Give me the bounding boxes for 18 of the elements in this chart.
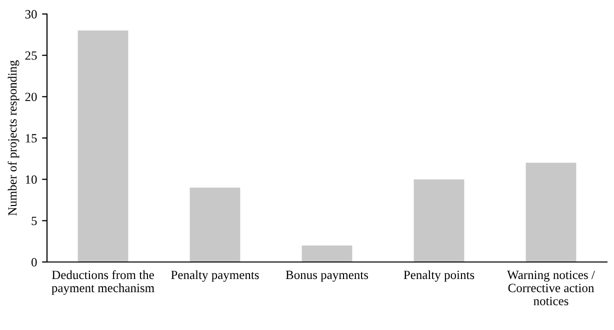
bar: [302, 245, 352, 262]
y-tick-label: 25: [25, 51, 37, 60]
bar: [190, 188, 240, 262]
bar: [78, 30, 128, 262]
x-tick-label: Penalty payments: [171, 270, 259, 282]
y-axis-title: Number of projects responding: [8, 60, 20, 216]
x-tick-label: Bonus payments: [286, 270, 368, 282]
y-tick-label: 20: [25, 92, 37, 102]
y-tick-label: 5: [32, 216, 37, 226]
y-tick-label: 30: [25, 10, 37, 18]
x-tick-label: Warning notices / Corrective action notices: [507, 270, 595, 306]
y-tick-label: 0: [32, 258, 37, 266]
y-tick-label: 15: [26, 134, 37, 142]
y-tick-label: 10: [26, 175, 37, 184]
bar: [414, 179, 464, 262]
x-tick-label: Deductions from the payment mechanism: [52, 270, 154, 295]
bar: [526, 162, 576, 262]
x-tick-label: Penalty points: [404, 270, 474, 282]
